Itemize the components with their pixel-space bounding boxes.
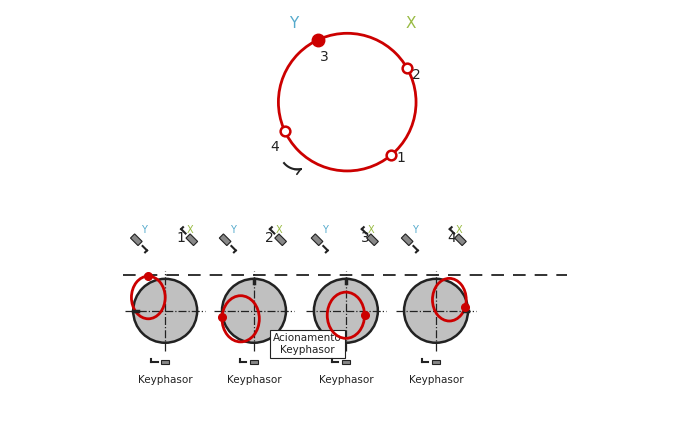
Text: Y: Y <box>289 16 299 31</box>
Text: Keyphasor: Keyphasor <box>138 375 193 385</box>
Circle shape <box>404 279 468 343</box>
Text: Keyphasor: Keyphasor <box>319 375 373 385</box>
Text: 4: 4 <box>270 140 279 154</box>
Text: 2: 2 <box>265 230 274 245</box>
Bar <box>366 234 378 246</box>
Text: Acionamento
Keyphasor: Acionamento Keyphasor <box>273 331 345 355</box>
Bar <box>130 234 142 246</box>
Bar <box>455 234 466 246</box>
Bar <box>250 360 258 364</box>
Bar <box>432 360 440 364</box>
Text: Y: Y <box>141 225 147 235</box>
Text: X: X <box>456 225 462 235</box>
Bar <box>311 234 323 246</box>
Text: 3: 3 <box>361 230 369 245</box>
Text: Y: Y <box>230 225 236 235</box>
Text: X: X <box>276 225 283 235</box>
Text: 1: 1 <box>397 151 406 165</box>
Bar <box>186 234 197 246</box>
Text: Y: Y <box>412 225 418 235</box>
Text: X: X <box>368 225 375 235</box>
Bar <box>219 234 231 246</box>
Text: Keyphasor: Keyphasor <box>227 375 282 385</box>
Bar <box>275 234 286 246</box>
Text: X: X <box>406 16 416 31</box>
Text: 4: 4 <box>447 230 456 245</box>
Bar <box>402 234 413 246</box>
Circle shape <box>133 279 197 343</box>
Bar <box>161 360 169 364</box>
Circle shape <box>314 279 378 343</box>
Text: 2: 2 <box>412 67 421 82</box>
Text: Y: Y <box>322 225 328 235</box>
Text: 3: 3 <box>320 50 329 63</box>
Bar <box>342 360 350 364</box>
Text: X: X <box>187 225 194 235</box>
Text: Keyphasor: Keyphasor <box>408 375 463 385</box>
Text: 1: 1 <box>176 230 185 245</box>
Circle shape <box>222 279 286 343</box>
